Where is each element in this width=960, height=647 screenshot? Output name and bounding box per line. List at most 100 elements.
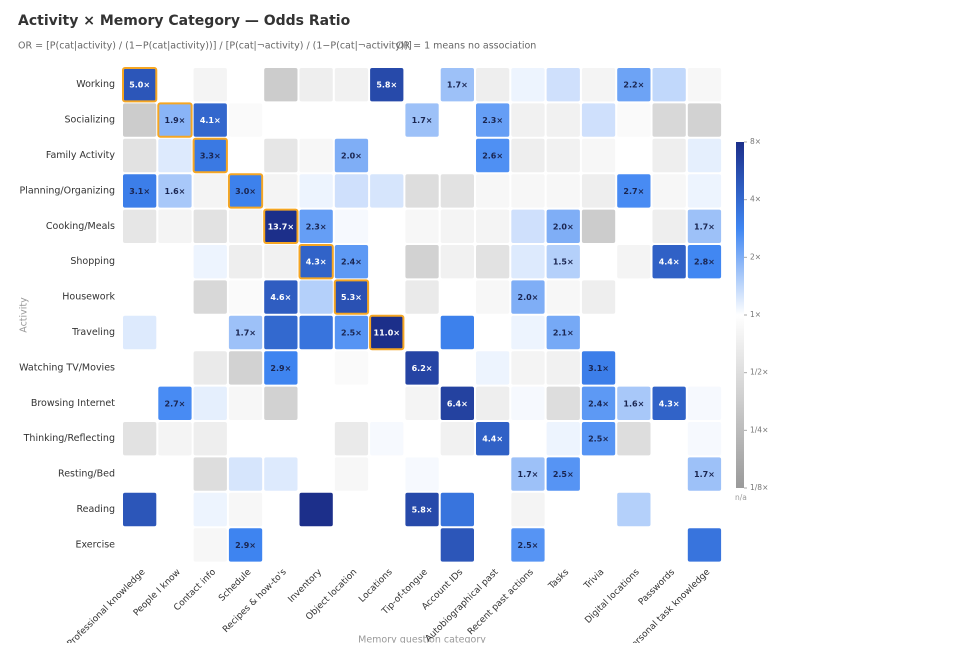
cell-label: 1.7× bbox=[447, 81, 468, 90]
heatmap-cell bbox=[511, 351, 545, 385]
cell-label: 5.3× bbox=[341, 293, 362, 302]
heatmap-cell bbox=[687, 422, 722, 456]
heatmap-cell bbox=[652, 386, 686, 420]
heatmap-cell bbox=[264, 528, 298, 562]
heatmap-cell bbox=[581, 245, 616, 279]
heatmap-cell bbox=[264, 68, 298, 102]
heatmap-cell bbox=[440, 457, 474, 491]
heatmap-cell bbox=[299, 386, 333, 420]
heatmap-cell bbox=[264, 280, 298, 314]
heatmap-cell bbox=[122, 67, 158, 103]
heatmap-cell bbox=[193, 209, 227, 243]
row-label: Housework bbox=[62, 292, 115, 303]
heatmap-cell bbox=[511, 280, 545, 314]
heatmap-cell bbox=[617, 528, 651, 562]
heatmap-cell bbox=[299, 492, 333, 527]
heatmap-cell bbox=[617, 138, 651, 173]
heatmap-cell bbox=[193, 457, 227, 491]
heatmap-cell bbox=[334, 209, 369, 243]
heatmap-cell bbox=[687, 280, 722, 314]
heatmap-cell bbox=[617, 457, 651, 491]
heatmap-cell bbox=[511, 174, 545, 208]
heatmap-cell bbox=[652, 457, 686, 491]
cell-label: 6.2× bbox=[412, 364, 433, 373]
heatmap-cell bbox=[123, 351, 157, 385]
cell-label: 2.4× bbox=[341, 258, 362, 267]
heatmap-cell bbox=[581, 103, 616, 137]
cell-label: 2.9× bbox=[235, 541, 256, 550]
cell-label: 2.5× bbox=[553, 470, 574, 479]
cell-label: 1.9× bbox=[165, 116, 186, 125]
heatmap-cell bbox=[687, 245, 722, 279]
heatmap-cell bbox=[370, 422, 404, 456]
heatmap-cell bbox=[123, 280, 157, 314]
heatmap-cell bbox=[228, 457, 263, 491]
column-label: Schedule bbox=[217, 567, 254, 604]
heatmap-cell bbox=[299, 280, 333, 314]
heatmap-cell bbox=[546, 103, 580, 137]
heatmap-cell bbox=[617, 103, 651, 137]
heatmap-cell bbox=[193, 386, 227, 420]
colorbar-tick-label: 1/2× bbox=[750, 368, 768, 377]
heatmap-cell bbox=[440, 245, 474, 279]
heatmap-cell bbox=[299, 422, 333, 456]
heatmap-cell bbox=[405, 457, 439, 491]
cell-label: 4.4× bbox=[659, 258, 680, 267]
heatmap-cell bbox=[369, 314, 405, 351]
heatmap-cell bbox=[228, 138, 263, 173]
heatmap-cell bbox=[123, 245, 157, 279]
separator: · bbox=[382, 41, 385, 52]
heatmap-cell bbox=[405, 138, 439, 173]
heatmap-cell bbox=[546, 492, 580, 527]
heatmap-cell bbox=[299, 528, 333, 562]
row-label: Browsing Internet bbox=[31, 398, 115, 409]
cell-label: 1.6× bbox=[165, 187, 186, 196]
heatmap-cell bbox=[299, 315, 333, 350]
heatmap-cell bbox=[511, 528, 545, 562]
cell-label: 4.6× bbox=[270, 293, 291, 302]
heatmap-cell bbox=[264, 386, 298, 420]
chart-subtitle: OR = [P(cat|activity) / (1−P(cat|activit… bbox=[18, 41, 412, 52]
cell-label: 2.0× bbox=[553, 222, 574, 231]
heatmap-cell bbox=[334, 457, 369, 491]
cell-label: 5.8× bbox=[376, 81, 397, 90]
cell-label: 2.5× bbox=[588, 435, 609, 444]
cell-label: 2.3× bbox=[306, 222, 327, 231]
heatmap-cell bbox=[228, 68, 263, 102]
heatmap-cell bbox=[193, 245, 227, 279]
heatmap-cell bbox=[405, 351, 439, 385]
cell-label: 1.7× bbox=[694, 470, 715, 479]
heatmap-cell bbox=[546, 138, 580, 173]
heatmap-cell bbox=[617, 422, 651, 456]
heatmap-cell bbox=[158, 457, 192, 491]
cell-label: 5.0× bbox=[129, 81, 150, 90]
heatmap-cell bbox=[511, 68, 545, 102]
heatmap-cell bbox=[440, 138, 474, 173]
cell-label: 3.3× bbox=[200, 152, 221, 161]
heatmap-cell bbox=[652, 422, 686, 456]
heatmap-cell bbox=[158, 315, 192, 350]
cell-label: 1.7× bbox=[412, 116, 433, 125]
heatmap-cell bbox=[228, 422, 263, 456]
heatmap-cell bbox=[158, 528, 192, 562]
heatmap-cell bbox=[617, 492, 651, 527]
heatmap-cell bbox=[334, 315, 369, 350]
column-label: Tasks bbox=[546, 567, 571, 592]
heatmap-cell bbox=[476, 174, 510, 208]
heatmap-cell bbox=[158, 280, 192, 314]
heatmap-cell bbox=[546, 280, 580, 314]
heatmap-cell bbox=[299, 351, 333, 385]
heatmap-cell bbox=[405, 315, 439, 350]
heatmap-cell bbox=[511, 103, 545, 137]
heatmap-cell bbox=[476, 351, 510, 385]
cell-label: 2.6× bbox=[482, 152, 503, 161]
heatmap-cell bbox=[581, 386, 616, 420]
row-label: Watching TV/Movies bbox=[19, 362, 115, 373]
cell-label: 2.1× bbox=[553, 329, 574, 338]
heatmap-cell bbox=[440, 422, 474, 456]
row-label: Cooking/Meals bbox=[46, 221, 115, 232]
heatmap-cell bbox=[299, 209, 333, 243]
cell-label: 5.8× bbox=[412, 506, 433, 515]
